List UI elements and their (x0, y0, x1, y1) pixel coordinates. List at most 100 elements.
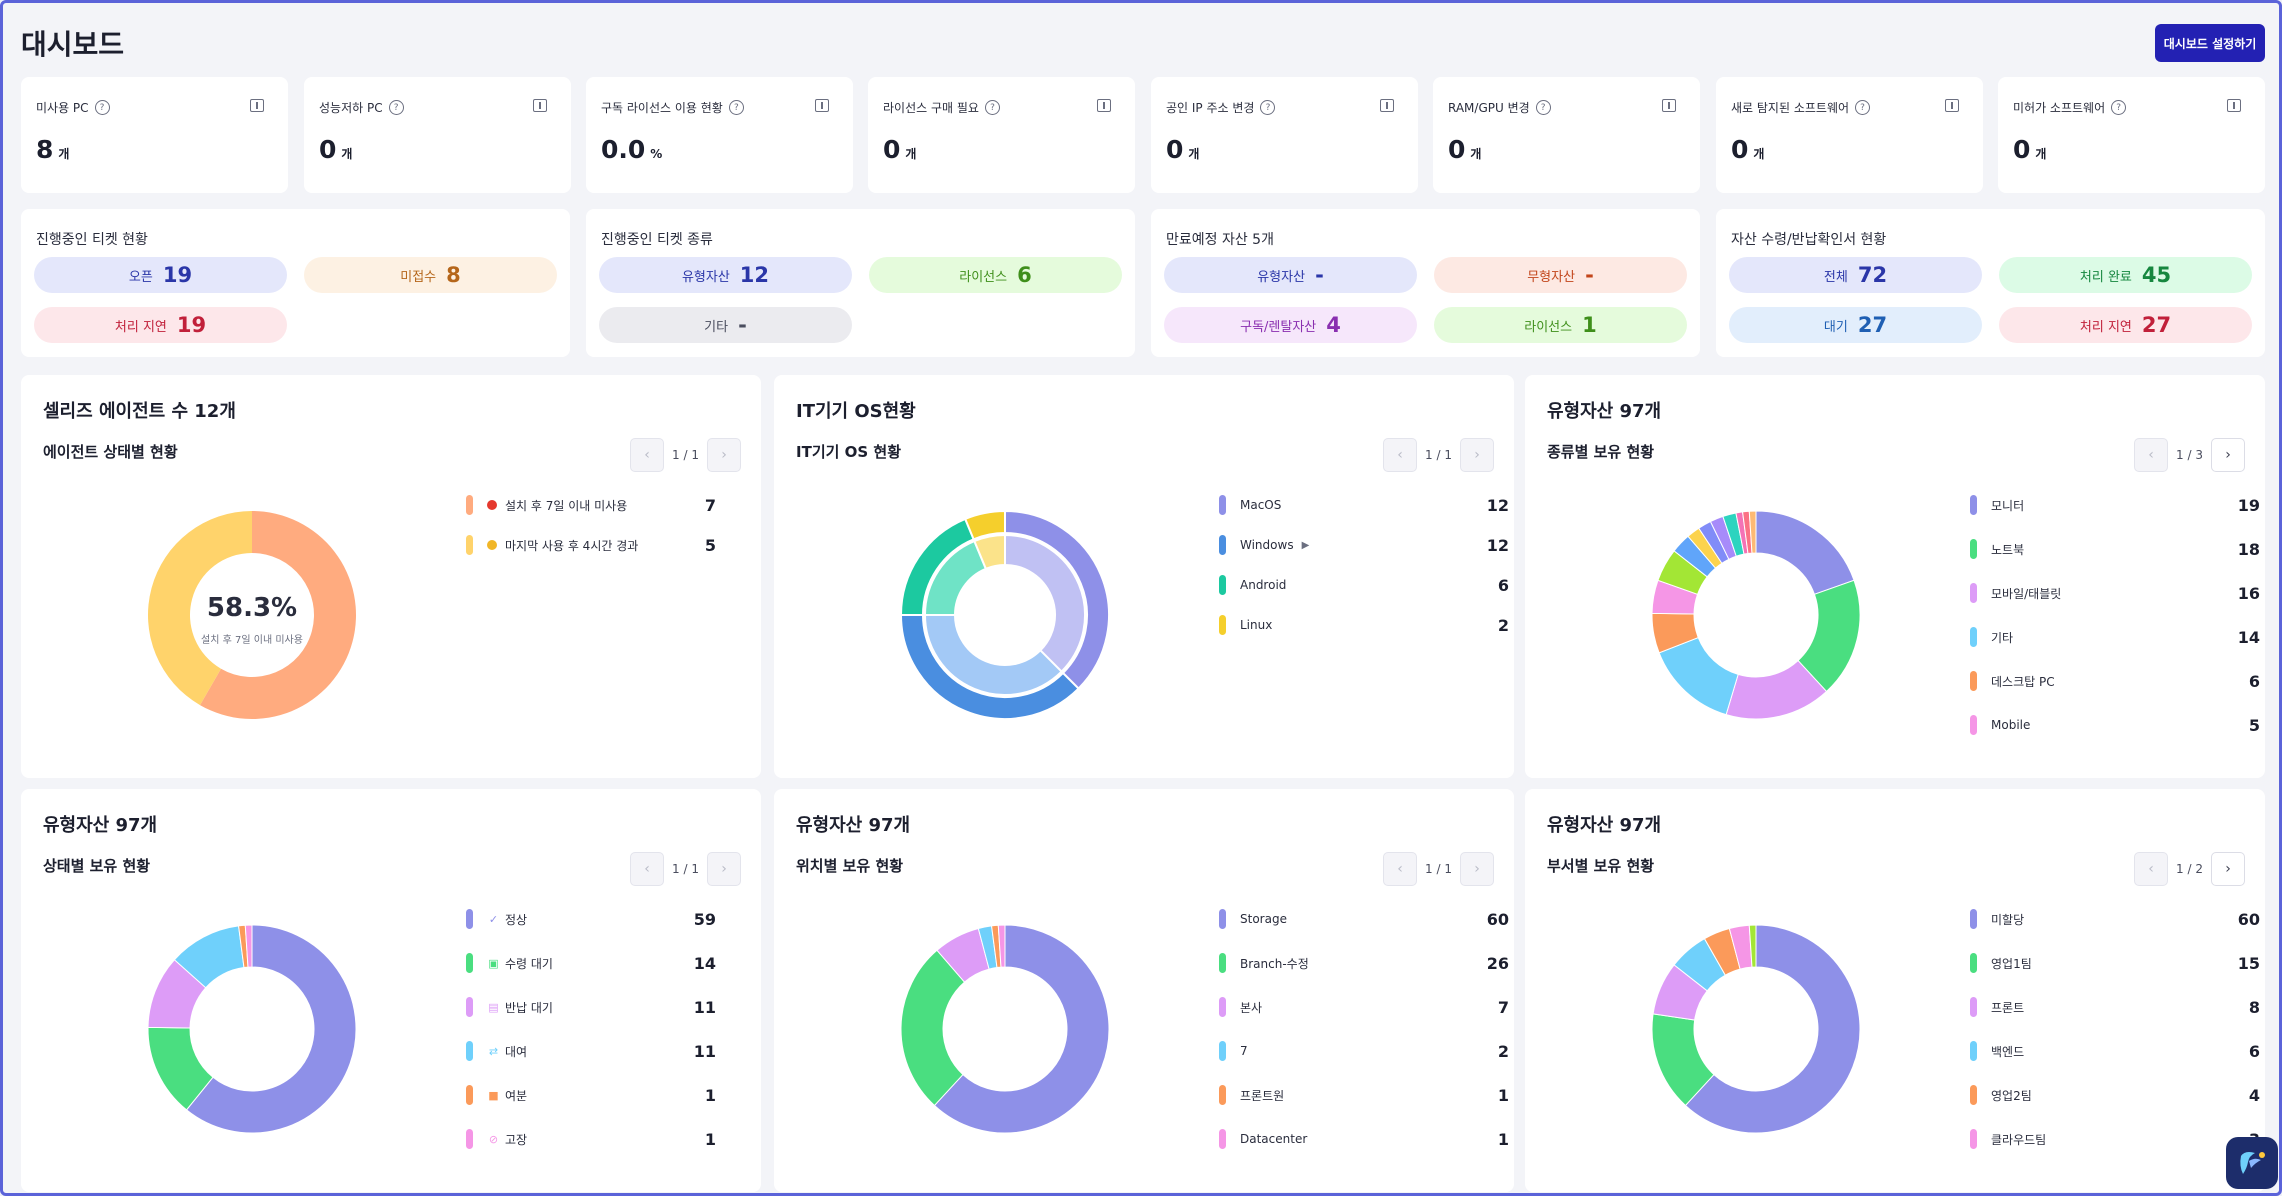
count-pill[interactable]: 라이선스 6 (869, 257, 1122, 293)
help-icon[interactable]: ? (1855, 100, 1871, 115)
count-pill[interactable]: 구독/렌탈자산 4 (1164, 307, 1417, 343)
legend-item[interactable]: ▤ 반납 대기 11 (466, 997, 736, 1017)
legend-item[interactable]: 클라우드팀 3 (1970, 1129, 2260, 1149)
donut-slice[interactable] (1755, 510, 1855, 595)
legend-item[interactable]: ■ 여분 1 (466, 1085, 736, 1105)
legend-item[interactable]: Android 6 (1219, 575, 1509, 595)
help-icon[interactable]: ? (2111, 100, 2127, 115)
help-icon[interactable]: ? (984, 100, 1000, 115)
count-pill[interactable]: 처리 지연 19 (34, 307, 287, 343)
legend-item[interactable]: 마지막 사용 후 4시간 경과 5 (466, 535, 736, 555)
legend-item[interactable]: 영업1팀 15 (1970, 953, 2260, 973)
export-icon[interactable] (815, 99, 829, 112)
export-icon[interactable] (1380, 99, 1394, 112)
legend-item[interactable]: Windows ▶ 12 (1219, 535, 1509, 555)
count-pill[interactable]: 대기 27 (1729, 307, 1982, 343)
count-pill[interactable]: 처리 완료 45 (1999, 257, 2252, 293)
legend-item[interactable]: 프론트 8 (1970, 997, 2260, 1017)
legend-item[interactable]: 노트북 18 (1970, 539, 2260, 559)
count-pill[interactable]: 전체 72 (1729, 257, 1982, 293)
legend-item[interactable]: Mobile 5 (1970, 715, 2260, 735)
donut-slice[interactable] (1658, 636, 1739, 716)
legend-item[interactable]: 미할당 60 (1970, 909, 2260, 929)
chat-assistant-button[interactable] (2226, 1137, 2278, 1189)
prev-page-button[interactable]: ‹ (630, 852, 665, 886)
donut-slice[interactable] (185, 924, 357, 1134)
legend-item[interactable]: 데스크탑 PC 6 (1970, 671, 2260, 691)
donut-slice[interactable] (1748, 924, 1757, 968)
legend-item[interactable]: Branch-수정 26 (1219, 953, 1509, 973)
next-page-button[interactable]: › (707, 852, 741, 886)
legend-item[interactable]: 백엔드 6 (1970, 1041, 2260, 1061)
legend-item[interactable]: 설치 후 7일 이내 미사용 7 (466, 495, 736, 515)
donut-slice[interactable] (933, 924, 1110, 1134)
count-pill[interactable]: 라이선스 1 (1434, 307, 1687, 343)
donut-slice[interactable] (148, 511, 252, 706)
legend-item[interactable]: ✓ 정상 59 (466, 909, 736, 929)
export-icon[interactable] (250, 99, 264, 112)
prev-page-button[interactable]: ‹ (1383, 852, 1418, 886)
count-pill[interactable]: 미접수 8 (304, 257, 557, 293)
count-pill[interactable]: 기타 - (599, 307, 852, 343)
expand-arrow-icon[interactable]: ▶ (1301, 539, 1310, 551)
help-icon[interactable]: ? (1535, 100, 1551, 115)
donut-slice[interactable] (997, 924, 1006, 968)
export-icon[interactable] (1945, 99, 1959, 112)
next-page-button[interactable]: › (707, 438, 741, 472)
legend-item[interactable]: MacOS 12 (1219, 495, 1509, 515)
legend-item[interactable]: 모니터 19 (1970, 495, 2260, 515)
legend-item[interactable]: Storage 60 (1219, 909, 1509, 929)
legend-item[interactable]: Linux 2 (1219, 615, 1509, 635)
donut-slice[interactable] (973, 533, 1006, 571)
legend-item[interactable]: Datacenter 1 (1219, 1129, 1509, 1149)
help-icon[interactable]: ? (1260, 100, 1276, 115)
count-pill[interactable]: 처리 지연 27 (1999, 307, 2252, 343)
donut-slice[interactable] (200, 511, 357, 719)
export-icon[interactable] (2227, 99, 2241, 112)
count-pill[interactable]: 유형자산 12 (599, 257, 852, 293)
next-page-button[interactable]: › (2211, 438, 2245, 472)
next-page-button[interactable]: › (2211, 852, 2245, 886)
export-icon[interactable] (533, 99, 547, 112)
legend-item[interactable]: 영업2팀 4 (1970, 1085, 2260, 1105)
donut-slice[interactable] (900, 949, 966, 1107)
donut-slice[interactable] (244, 924, 253, 968)
help-icon[interactable]: ? (728, 100, 744, 115)
donut-slice[interactable] (963, 509, 1006, 541)
donut-slice[interactable] (923, 614, 1063, 696)
legend-item[interactable]: ⊘ 고장 1 (466, 1129, 736, 1149)
count-pill[interactable]: 오픈 19 (34, 257, 287, 293)
legend-item[interactable]: 프론트원 1 (1219, 1085, 1509, 1105)
export-icon[interactable] (1662, 99, 1676, 112)
legend-item[interactable]: 본사 7 (1219, 997, 1509, 1017)
stat-card[interactable]: 구독 라이선스 이용 현황? 0.0% (586, 77, 853, 193)
prev-page-button[interactable]: ‹ (1383, 438, 1418, 472)
legend-item[interactable]: 모바일/태블릿 16 (1970, 583, 2260, 603)
prev-page-button[interactable]: ‹ (2134, 852, 2169, 886)
legend-item[interactable]: 기타 14 (1970, 627, 2260, 647)
donut-slice[interactable] (1748, 510, 1757, 554)
dashboard-settings-button[interactable]: 대시보드 설정하기 (2155, 24, 2265, 62)
donut-slice[interactable] (1004, 533, 1086, 673)
prev-page-button[interactable]: ‹ (2134, 438, 2169, 472)
help-icon[interactable]: ? (94, 100, 110, 115)
count-pill[interactable]: 무형자산 - (1434, 257, 1687, 293)
legend-value: 5 (704, 535, 716, 555)
legend-item[interactable]: ▣ 수령 대기 14 (466, 953, 736, 973)
next-page-button[interactable]: › (1460, 438, 1494, 472)
prev-page-button[interactable]: ‹ (630, 438, 665, 472)
export-icon[interactable] (1097, 99, 1111, 112)
legend-item[interactable]: 7 2 (1219, 1041, 1509, 1061)
help-icon[interactable]: ? (388, 100, 404, 115)
next-page-button[interactable]: › (1460, 852, 1494, 886)
donut-slice[interactable] (1684, 924, 1861, 1134)
count-pill[interactable]: 유형자산 - (1164, 257, 1417, 293)
legend-item[interactable]: ⇄ 대여 11 (466, 1041, 736, 1061)
